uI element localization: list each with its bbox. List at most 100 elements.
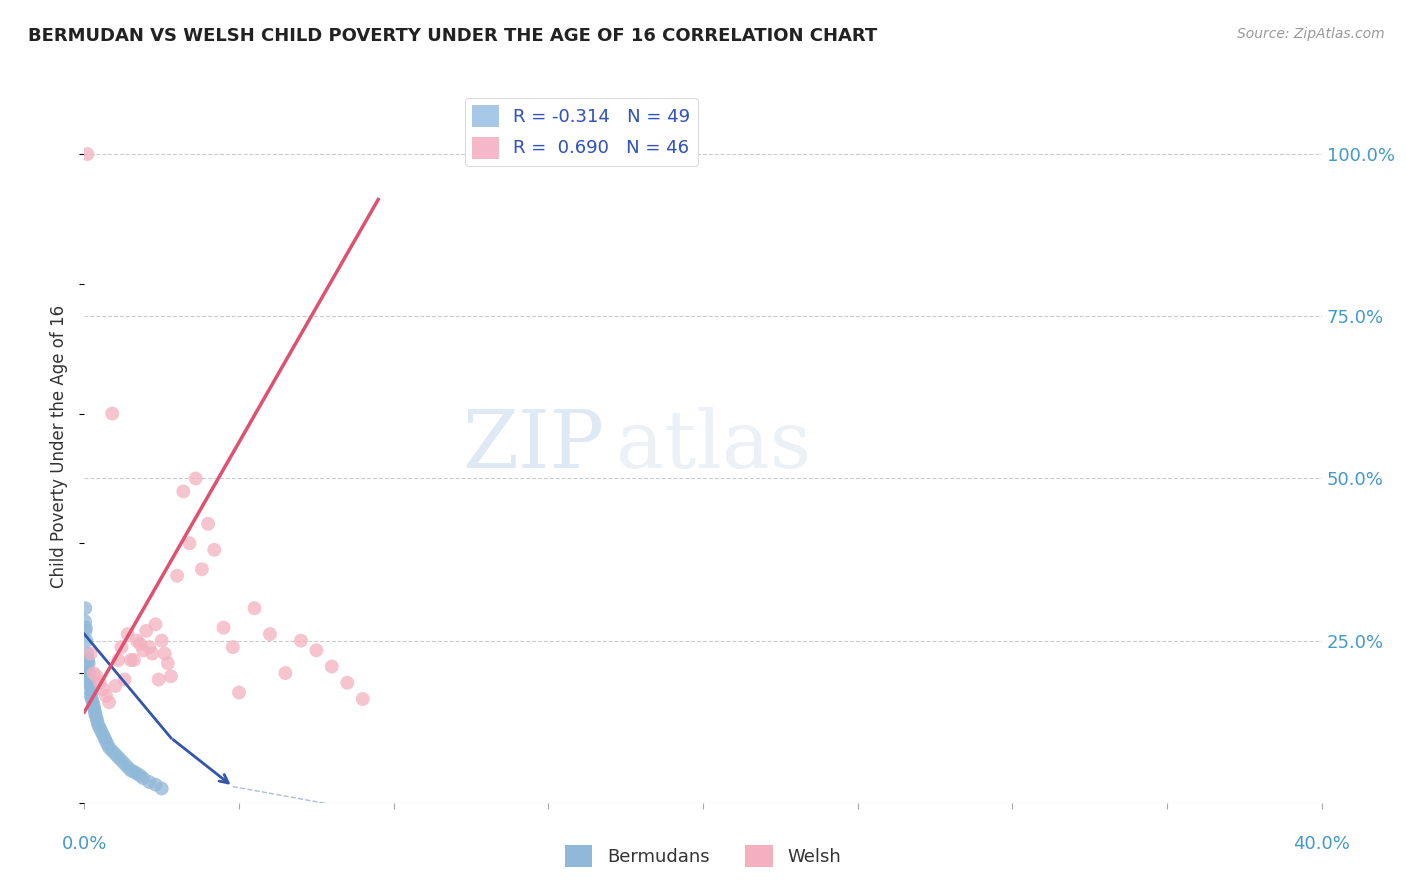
Point	[145, 778, 167, 792]
Point	[132, 643, 155, 657]
Point	[129, 637, 152, 651]
Point	[107, 653, 129, 667]
Point	[117, 627, 139, 641]
Point	[202, 542, 225, 557]
Point	[290, 633, 312, 648]
Point	[79, 673, 101, 687]
Point	[114, 673, 136, 687]
Point	[145, 617, 167, 632]
Point	[138, 640, 160, 654]
Point	[336, 675, 359, 690]
Point	[86, 669, 108, 683]
Point	[101, 407, 124, 421]
Point	[122, 653, 145, 667]
Point	[76, 647, 98, 661]
Point	[83, 666, 105, 681]
Point	[160, 669, 183, 683]
Point	[156, 657, 179, 671]
Point	[184, 471, 207, 485]
Point	[352, 692, 374, 706]
Point	[172, 484, 194, 499]
Point	[125, 633, 148, 648]
Point	[138, 775, 160, 789]
Point	[117, 760, 139, 774]
Point	[243, 601, 266, 615]
Point	[107, 750, 129, 764]
Point	[222, 640, 245, 654]
Point	[76, 147, 98, 161]
Point	[104, 747, 127, 761]
Point	[76, 633, 98, 648]
Point	[80, 679, 103, 693]
Point	[82, 695, 104, 709]
Text: Source: ZipAtlas.com: Source: ZipAtlas.com	[1237, 27, 1385, 41]
Legend: Bermudans, Welsh: Bermudans, Welsh	[558, 838, 848, 874]
Text: ZIP: ZIP	[463, 407, 605, 485]
Point	[91, 728, 114, 742]
Point	[87, 718, 110, 732]
Text: 40.0%: 40.0%	[1294, 835, 1350, 854]
Point	[321, 659, 343, 673]
Text: 0.0%: 0.0%	[62, 835, 107, 854]
Point	[90, 724, 112, 739]
Point	[166, 568, 188, 582]
Point	[77, 653, 100, 667]
Point	[122, 764, 145, 779]
Point	[150, 781, 173, 796]
Point	[75, 621, 97, 635]
Point	[141, 647, 163, 661]
Point	[98, 695, 121, 709]
Point	[101, 744, 124, 758]
Point	[228, 685, 250, 699]
Point	[135, 624, 157, 638]
Point	[114, 756, 136, 771]
Point	[94, 734, 117, 748]
Point	[77, 675, 100, 690]
Point	[77, 669, 100, 683]
Point	[79, 647, 101, 661]
Point	[79, 666, 101, 681]
Text: BERMUDAN VS WELSH CHILD POVERTY UNDER THE AGE OF 16 CORRELATION CHART: BERMUDAN VS WELSH CHILD POVERTY UNDER TH…	[28, 27, 877, 45]
Point	[83, 705, 105, 719]
Point	[212, 621, 235, 635]
Point	[84, 708, 107, 723]
Point	[91, 682, 114, 697]
Point	[76, 666, 98, 681]
Point	[150, 633, 173, 648]
Point	[259, 627, 281, 641]
Point	[76, 659, 98, 673]
Point	[93, 731, 115, 745]
Point	[83, 698, 105, 713]
Y-axis label: Child Poverty Under the Age of 16: Child Poverty Under the Age of 16	[51, 304, 69, 588]
Point	[191, 562, 214, 576]
Point	[97, 738, 120, 752]
Point	[75, 624, 97, 638]
Point	[129, 768, 152, 782]
Point	[89, 721, 111, 735]
Point	[179, 536, 201, 550]
Point	[197, 516, 219, 531]
Point	[73, 614, 96, 628]
Point	[75, 601, 97, 615]
Point	[82, 685, 104, 699]
Point	[98, 740, 121, 755]
Point	[120, 653, 142, 667]
Point	[79, 682, 101, 697]
Point	[83, 702, 105, 716]
Legend: R = -0.314   N = 49, R =  0.690   N = 46: R = -0.314 N = 49, R = 0.690 N = 46	[464, 98, 697, 166]
Point	[89, 675, 111, 690]
Point	[274, 666, 297, 681]
Point	[153, 647, 176, 661]
Point	[77, 657, 100, 671]
Point	[79, 689, 101, 703]
Point	[86, 711, 108, 725]
Point	[75, 653, 97, 667]
Point	[125, 766, 148, 780]
Point	[120, 764, 142, 778]
Point	[104, 679, 127, 693]
Point	[110, 754, 132, 768]
Point	[86, 714, 108, 729]
Point	[305, 643, 328, 657]
Point	[80, 692, 103, 706]
Point	[94, 689, 117, 703]
